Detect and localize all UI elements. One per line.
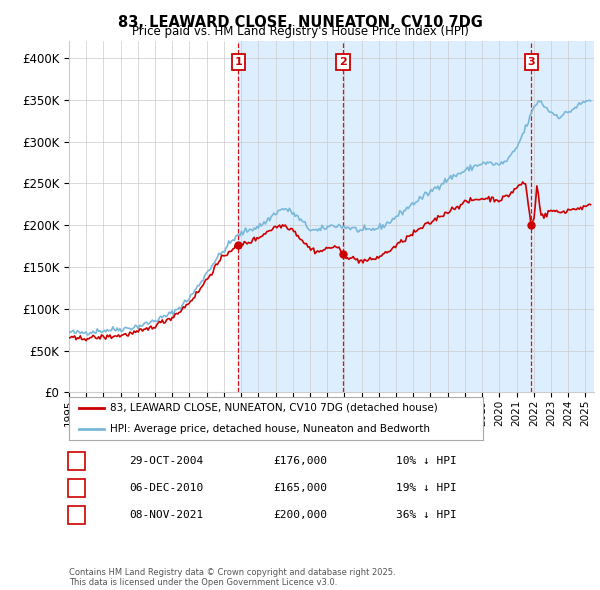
- Text: 06-DEC-2010: 06-DEC-2010: [129, 483, 203, 493]
- Text: 2: 2: [339, 57, 347, 67]
- Text: Price paid vs. HM Land Registry's House Price Index (HPI): Price paid vs. HM Land Registry's House …: [131, 25, 469, 38]
- Text: 08-NOV-2021: 08-NOV-2021: [129, 510, 203, 520]
- Text: 19% ↓ HPI: 19% ↓ HPI: [396, 483, 457, 493]
- Text: 1: 1: [235, 57, 242, 67]
- Text: 36% ↓ HPI: 36% ↓ HPI: [396, 510, 457, 520]
- Bar: [238, 41, 343, 392]
- Text: 3: 3: [73, 510, 80, 520]
- Text: 10% ↓ HPI: 10% ↓ HPI: [396, 456, 457, 466]
- Text: 83, LEAWARD CLOSE, NUNEATON, CV10 7DG: 83, LEAWARD CLOSE, NUNEATON, CV10 7DG: [118, 15, 482, 30]
- Text: 2: 2: [73, 483, 80, 493]
- Text: £165,000: £165,000: [273, 483, 327, 493]
- Text: 29-OCT-2004: 29-OCT-2004: [129, 456, 203, 466]
- Bar: [343, 41, 531, 392]
- Text: 1: 1: [73, 456, 80, 466]
- Text: £176,000: £176,000: [273, 456, 327, 466]
- Text: HPI: Average price, detached house, Nuneaton and Bedworth: HPI: Average price, detached house, Nune…: [110, 424, 430, 434]
- Text: Contains HM Land Registry data © Crown copyright and database right 2025.
This d: Contains HM Land Registry data © Crown c…: [69, 568, 395, 587]
- Bar: [531, 41, 594, 392]
- Text: £200,000: £200,000: [273, 510, 327, 520]
- Text: 3: 3: [527, 57, 535, 67]
- Text: 83, LEAWARD CLOSE, NUNEATON, CV10 7DG (detached house): 83, LEAWARD CLOSE, NUNEATON, CV10 7DG (d…: [110, 403, 438, 412]
